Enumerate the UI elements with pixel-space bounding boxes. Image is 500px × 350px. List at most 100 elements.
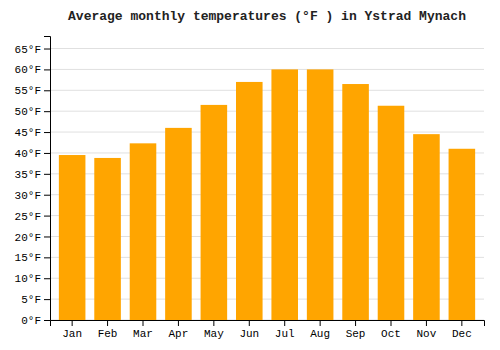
bar: [342, 84, 369, 320]
y-tick-label: 40°F: [15, 148, 41, 160]
bar: [59, 155, 86, 320]
y-tick-mark: [44, 90, 50, 91]
y-tick-mark: [44, 49, 50, 50]
y-tick-label: 0°F: [21, 315, 41, 327]
bar: [413, 134, 440, 320]
x-tick-mark: [249, 320, 250, 326]
y-tick-label: 50°F: [15, 106, 41, 118]
x-tick-label: May: [204, 328, 224, 340]
grid-line: [50, 69, 484, 70]
x-tick: May: [204, 320, 224, 340]
x-tick: Jul: [275, 320, 295, 340]
x-tick-mark: [213, 320, 214, 326]
y-tick: 35°F: [15, 169, 50, 181]
x-tick-label: Aug: [310, 328, 330, 340]
y-tick-label: 5°F: [21, 294, 41, 306]
x-tick-mark: [72, 320, 73, 326]
x-tick: Oct: [381, 320, 401, 340]
x-tick: Nov: [417, 320, 437, 340]
y-tick-mark: [44, 320, 50, 321]
x-tick-label: Oct: [381, 328, 401, 340]
y-tick: 15°F: [15, 252, 50, 264]
bar: [307, 69, 334, 320]
y-tick-mark: [44, 153, 50, 154]
bar: [94, 158, 121, 320]
x-tick-mark: [178, 320, 179, 326]
x-tick: Apr: [169, 320, 189, 340]
x-tick-label: Feb: [98, 328, 118, 340]
y-tick: 10°F: [15, 273, 50, 285]
x-tick-label: Jun: [239, 328, 259, 340]
y-tick: 55°F: [15, 85, 50, 97]
y-tick-mark: [44, 257, 50, 258]
x-tick: Mar: [133, 320, 153, 340]
y-tick-label: 15°F: [15, 252, 41, 264]
x-tick-mark: [461, 320, 462, 326]
bar: [449, 149, 476, 320]
y-tick: 30°F: [15, 190, 50, 202]
x-tick-mark: [284, 320, 285, 326]
plot: 0°F 5°F 10°F 15°F 20°F 25°F 30°F 35°F 40°F 45°F 50…: [15, 37, 485, 340]
x-tick-label: Jan: [62, 328, 82, 340]
x-tick-label: Sep: [346, 328, 366, 340]
y-tick: 60°F: [15, 64, 50, 76]
x-axis: Jan Feb Mar Apr May Jun Jul Aug Sep Oct Nov Dec: [51, 320, 485, 340]
title: Average monthly temperatures (°F ) in Ys…: [68, 9, 466, 24]
x-tick-label: Nov: [417, 328, 437, 340]
x-tick-mark: [107, 320, 108, 326]
grid-line: [50, 111, 484, 112]
bar: [165, 128, 192, 320]
grid: [50, 49, 484, 320]
y-tick-mark: [44, 132, 50, 133]
bar: [130, 143, 157, 320]
bar: [378, 106, 405, 320]
x-tick-label: Apr: [169, 328, 189, 340]
x-tick-label: Dec: [452, 328, 472, 340]
x-tick-mark: [355, 320, 356, 326]
y-tick-mark: [44, 216, 50, 217]
y-tick: 50°F: [15, 106, 50, 118]
chart-container: 0°F 5°F 10°F 15°F 20°F 25°F 30°F 35°F 40°F 45°F 50…: [0, 0, 500, 350]
x-tick-mark: [320, 320, 321, 326]
x-axis-line: [51, 321, 485, 327]
grid-line: [50, 48, 484, 49]
grid-line: [50, 132, 484, 133]
x-tick: Aug: [310, 320, 330, 340]
y-tick-mark: [44, 111, 50, 112]
x-tick: Jan: [62, 320, 82, 340]
x-tick: Dec: [452, 320, 472, 340]
x-tick-mark: [391, 320, 392, 326]
y-tick-label: 30°F: [15, 190, 41, 202]
y-tick: 45°F: [15, 127, 50, 139]
y-tick-mark: [44, 236, 50, 237]
y-tick-label: 20°F: [15, 231, 41, 243]
y-tick-label: 60°F: [15, 64, 41, 76]
x-tick-mark: [143, 320, 144, 326]
y-tick: 20°F: [15, 231, 50, 243]
y-tick-mark: [44, 299, 50, 300]
y-tick: 40°F: [15, 148, 50, 160]
x-tick-mark: [426, 320, 427, 326]
y-tick: 5°F: [21, 294, 50, 306]
x-tick-label: Mar: [133, 328, 153, 340]
chart: 0°F 5°F 10°F 15°F 20°F 25°F 30°F 35°F 40°F 45°F 50…: [0, 0, 500, 350]
grid-line: [50, 90, 484, 91]
y-tick-mark: [44, 195, 50, 196]
y-tick-label: 35°F: [15, 169, 41, 181]
y-tick-mark: [44, 69, 50, 70]
x-tick-label: Jul: [275, 328, 295, 340]
x-tick: Feb: [98, 320, 118, 340]
y-tick-label: 65°F: [15, 44, 41, 56]
bars: [59, 69, 475, 320]
y-tick: 65°F: [15, 44, 50, 56]
y-tick-mark: [44, 174, 50, 175]
bar: [271, 69, 298, 320]
y-tick: 25°F: [15, 211, 50, 223]
y-axis: 0°F 5°F 10°F 15°F 20°F 25°F 30°F 35°F 40°F 45°F 50…: [15, 37, 51, 328]
y-tick: 0°F: [21, 315, 50, 327]
y-tick-label: 25°F: [15, 211, 41, 223]
y-tick-label: 10°F: [15, 273, 41, 285]
y-tick-mark: [44, 278, 50, 279]
y-axis-line: [44, 37, 51, 321]
bar: [236, 82, 263, 320]
